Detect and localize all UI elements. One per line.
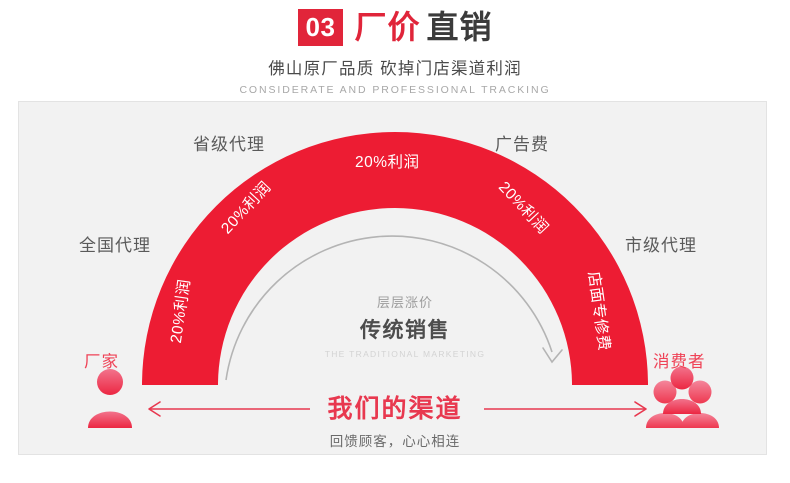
subtitle-english: CONSIDERATE AND PROFESSIONAL TRACKING (239, 84, 551, 96)
actor-label-consumer: 消费者 (653, 353, 706, 371)
label-national-agent: 全国代理 (79, 236, 151, 255)
ribbon-text-top: 20%利润 (355, 154, 420, 171)
bottom-caption-small: 回馈顾客，心心相连 (329, 434, 461, 449)
bottom-caption: 我们的渠道 回馈顾客，心心相连 (295, 389, 495, 450)
label-advertising-fee: 广告费 (495, 135, 549, 154)
label-city-agent: 市级代理 (625, 236, 697, 255)
factory-person-icon (88, 369, 132, 428)
inner-gray-arc (225, 235, 553, 381)
title-rest: 直销 (426, 9, 493, 45)
header: 03 厂价 直销 佛山原厂品质 砍掉门店渠道利润 CONSIDERATE AND… (0, 8, 790, 96)
center-caption-english: THE TRADITIONAL MARKETING (324, 349, 486, 359)
consumer-group-icon (646, 366, 719, 428)
left-channel-arrowhead (148, 401, 161, 417)
center-caption-small: 层层涨价 (376, 295, 433, 310)
gray-arc-arrowhead (542, 347, 563, 364)
label-provincial-agent: 省级代理 (193, 135, 265, 154)
actor-label-factory: 厂家 (84, 353, 119, 371)
right-channel-arrowhead (634, 401, 647, 417)
center-caption-big: 传统销售 (360, 319, 450, 342)
section-number-badge: 03 (297, 8, 344, 46)
subtitle-chinese: 佛山原厂品质 砍掉门店渠道利润 (268, 60, 522, 78)
center-caption: 层层涨价 传统销售 THE TRADITIONAL MARKETING (305, 292, 505, 359)
bottom-caption-big: 我们的渠道 (327, 395, 463, 423)
page-title: 03 厂价 直销 (0, 8, 790, 46)
red-arch-ribbon (142, 132, 648, 385)
title-highlight: 厂价 (354, 9, 421, 45)
